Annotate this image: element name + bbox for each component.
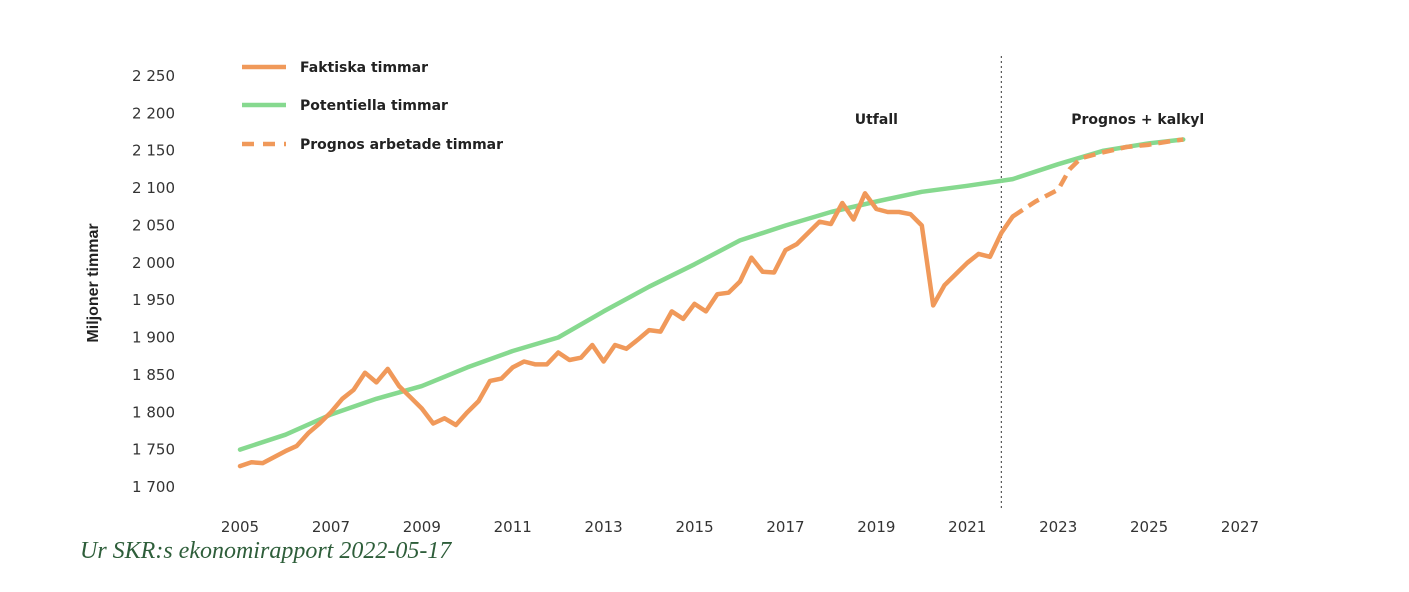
series-line xyxy=(237,191,1015,469)
x-tick-label: 2009 xyxy=(403,518,441,536)
y-tick-label: 1 800 xyxy=(132,403,175,421)
x-tick-label: 2011 xyxy=(494,518,532,536)
y-tick-label: 1 850 xyxy=(132,366,175,384)
x-tick-label: 2023 xyxy=(1039,518,1077,536)
region-labels: Utfall Prognos + kalkyl xyxy=(855,112,1204,128)
x-tick-label: 2027 xyxy=(1221,518,1259,536)
y-tick-label: 2 250 xyxy=(132,67,175,85)
x-tick-label: 2005 xyxy=(221,518,259,536)
y-tick-label: 2 150 xyxy=(132,142,175,160)
x-tick-label: 2025 xyxy=(1130,518,1168,536)
legend-label: Faktiska timmar xyxy=(300,60,428,76)
y-tick-label: 2 100 xyxy=(132,179,175,197)
y-tick-label: 2 050 xyxy=(132,216,175,234)
x-tick-label: 2021 xyxy=(948,518,986,536)
y-tick-label: 2 200 xyxy=(132,104,175,122)
x-tick-label: 2015 xyxy=(675,518,713,536)
x-tick-label: 2017 xyxy=(766,518,804,536)
x-tick-label: 2013 xyxy=(585,518,623,536)
y-tick-label: 1 700 xyxy=(132,478,175,496)
series-line xyxy=(1011,137,1184,219)
legend: Faktiska timmar Potentiella timmar Prognos… xyxy=(242,60,503,153)
y-axis-ticks: 1 700 1 750 1 800 1 850 1 900 1 950 2 000 2 050… xyxy=(132,67,175,496)
region-label: Utfall xyxy=(855,112,898,128)
legend-label: Potentiella timmar xyxy=(300,98,448,114)
series-line xyxy=(237,137,1186,452)
series-lines xyxy=(237,137,1186,469)
x-tick-label: 2007 xyxy=(312,518,350,536)
x-tick-label: 2019 xyxy=(857,518,895,536)
y-tick-label: 1 900 xyxy=(132,329,175,347)
region-label: Prognos + kalkyl xyxy=(1071,112,1204,128)
y-axis-label: Miljoner timmar xyxy=(85,223,102,342)
y-tick-label: 1 750 xyxy=(132,441,175,459)
y-tick-label: 1 950 xyxy=(132,291,175,309)
y-tick-label: 2 000 xyxy=(132,254,175,272)
source-note: Ur SKR:s ekonomirapport 2022-05-17 xyxy=(80,538,452,564)
legend-label: Prognos arbetade timmar xyxy=(300,137,503,153)
x-axis-ticks: 2005 2007 2009 2011 2013 2015 2017 2019 2021 2023… xyxy=(221,518,1259,536)
